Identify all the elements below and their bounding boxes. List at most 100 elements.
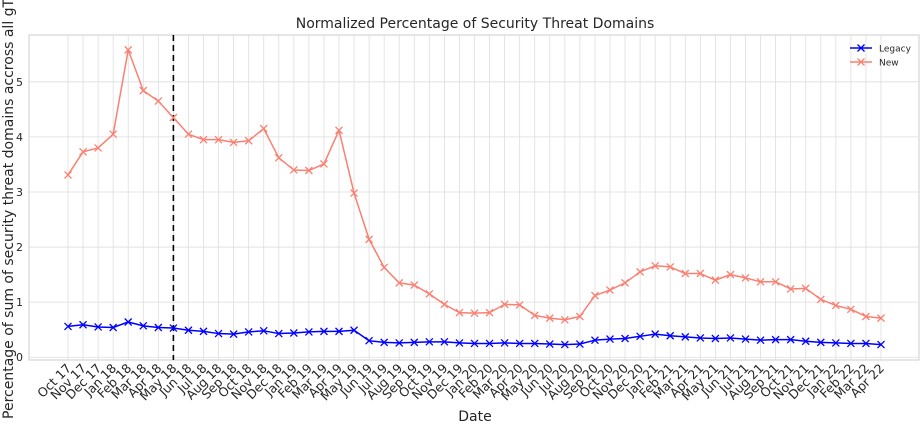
marker-stroke bbox=[124, 45, 133, 54]
grid-layer bbox=[28, 34, 920, 361]
data-point-new bbox=[771, 277, 780, 286]
data-point-new bbox=[681, 269, 690, 278]
data-point-legacy bbox=[590, 336, 599, 345]
marker-stroke bbox=[756, 277, 765, 286]
data-point-new bbox=[621, 278, 630, 287]
data-point-new bbox=[259, 124, 268, 133]
marker-stroke bbox=[79, 147, 88, 156]
marker-stroke bbox=[500, 300, 509, 309]
data-point-new bbox=[606, 286, 614, 295]
marker-stroke bbox=[169, 113, 178, 122]
marker-stroke bbox=[395, 338, 404, 347]
data-point-legacy bbox=[79, 320, 88, 329]
marker-stroke bbox=[455, 338, 464, 347]
marker-stroke bbox=[621, 278, 630, 287]
y-tick-label: 0 bbox=[16, 351, 23, 364]
marker-stroke bbox=[846, 305, 855, 314]
legend-label: New bbox=[879, 59, 899, 69]
marker-stroke bbox=[350, 189, 359, 198]
data-point-new bbox=[395, 278, 404, 287]
data-point-legacy bbox=[365, 336, 374, 345]
marker-stroke bbox=[470, 339, 479, 348]
marker-stroke bbox=[771, 335, 780, 344]
marker-stroke bbox=[877, 340, 885, 349]
data-point-new bbox=[470, 309, 479, 318]
marker-stroke bbox=[666, 262, 675, 271]
plot-frame bbox=[28, 34, 920, 361]
marker-stroke bbox=[94, 322, 103, 331]
marker-stroke bbox=[726, 334, 735, 342]
marker-stroke bbox=[229, 330, 238, 339]
data-point-new bbox=[500, 300, 509, 309]
legend-marker bbox=[857, 58, 865, 66]
marker-stroke bbox=[681, 332, 690, 341]
data-point-legacy bbox=[621, 334, 630, 343]
marker-stroke bbox=[304, 327, 313, 336]
legend-label: Legacy bbox=[879, 45, 912, 55]
marker-stroke bbox=[485, 308, 494, 317]
marker-stroke bbox=[560, 315, 569, 324]
y-tick-label: 1 bbox=[16, 296, 23, 309]
marker-stroke bbox=[816, 295, 825, 304]
data-point-legacy bbox=[274, 329, 283, 338]
data-point-legacy bbox=[711, 334, 720, 343]
data-point-new bbox=[651, 261, 660, 270]
data-point-legacy bbox=[304, 327, 313, 336]
marker-stroke bbox=[259, 326, 268, 335]
legend-marker bbox=[857, 44, 865, 52]
marker-stroke bbox=[335, 327, 343, 336]
marker-stroke bbox=[726, 270, 735, 279]
legend: Legacy New bbox=[850, 44, 912, 69]
data-point-new bbox=[169, 113, 178, 122]
marker-stroke bbox=[575, 312, 584, 321]
data-point-legacy bbox=[696, 334, 705, 342]
marker-stroke bbox=[831, 301, 840, 310]
data-point-new bbox=[199, 135, 208, 144]
marker-stroke bbox=[786, 284, 795, 293]
marker-stroke bbox=[485, 339, 494, 348]
data-point-legacy bbox=[319, 327, 328, 336]
data-point-new bbox=[846, 305, 855, 314]
marker-stroke bbox=[606, 286, 614, 295]
marker-stroke bbox=[681, 269, 690, 278]
data-point-legacy bbox=[560, 340, 569, 349]
marker-stroke bbox=[274, 329, 283, 338]
data-point-new bbox=[94, 143, 103, 152]
marker-stroke bbox=[590, 291, 599, 300]
marker-stroke bbox=[214, 135, 223, 144]
data-point-new bbox=[440, 300, 449, 309]
data-point-new bbox=[636, 267, 645, 276]
marker-stroke bbox=[696, 334, 705, 342]
data-point-new bbox=[816, 295, 825, 304]
data-point-legacy bbox=[425, 337, 434, 346]
data-point-legacy bbox=[861, 339, 870, 348]
marker-stroke bbox=[455, 308, 464, 317]
marker-stroke bbox=[636, 267, 645, 276]
data-point-legacy bbox=[259, 326, 268, 335]
marker-stroke bbox=[380, 338, 389, 347]
marker-stroke bbox=[651, 330, 660, 339]
marker-stroke bbox=[139, 86, 148, 95]
marker-stroke bbox=[831, 338, 840, 347]
data-point-legacy bbox=[636, 332, 645, 341]
data-point-new bbox=[485, 308, 494, 317]
legend-entry-legacy: Legacy bbox=[850, 44, 912, 55]
marker-stroke bbox=[79, 320, 88, 329]
marker-stroke bbox=[244, 327, 253, 336]
data-point-new bbox=[545, 314, 554, 323]
marker-stroke bbox=[244, 136, 253, 145]
marker-stroke bbox=[711, 334, 720, 343]
data-point-legacy bbox=[681, 332, 690, 341]
data-point-new bbox=[756, 277, 765, 286]
marker-stroke bbox=[786, 335, 795, 344]
data-point-new bbox=[244, 136, 253, 145]
marker-stroke bbox=[319, 327, 328, 336]
marker-stroke bbox=[801, 337, 810, 346]
marker-stroke bbox=[440, 337, 449, 346]
marker-stroke bbox=[380, 263, 389, 272]
data-point-new bbox=[79, 147, 88, 156]
data-point-legacy bbox=[229, 330, 238, 339]
marker-stroke bbox=[410, 281, 419, 290]
